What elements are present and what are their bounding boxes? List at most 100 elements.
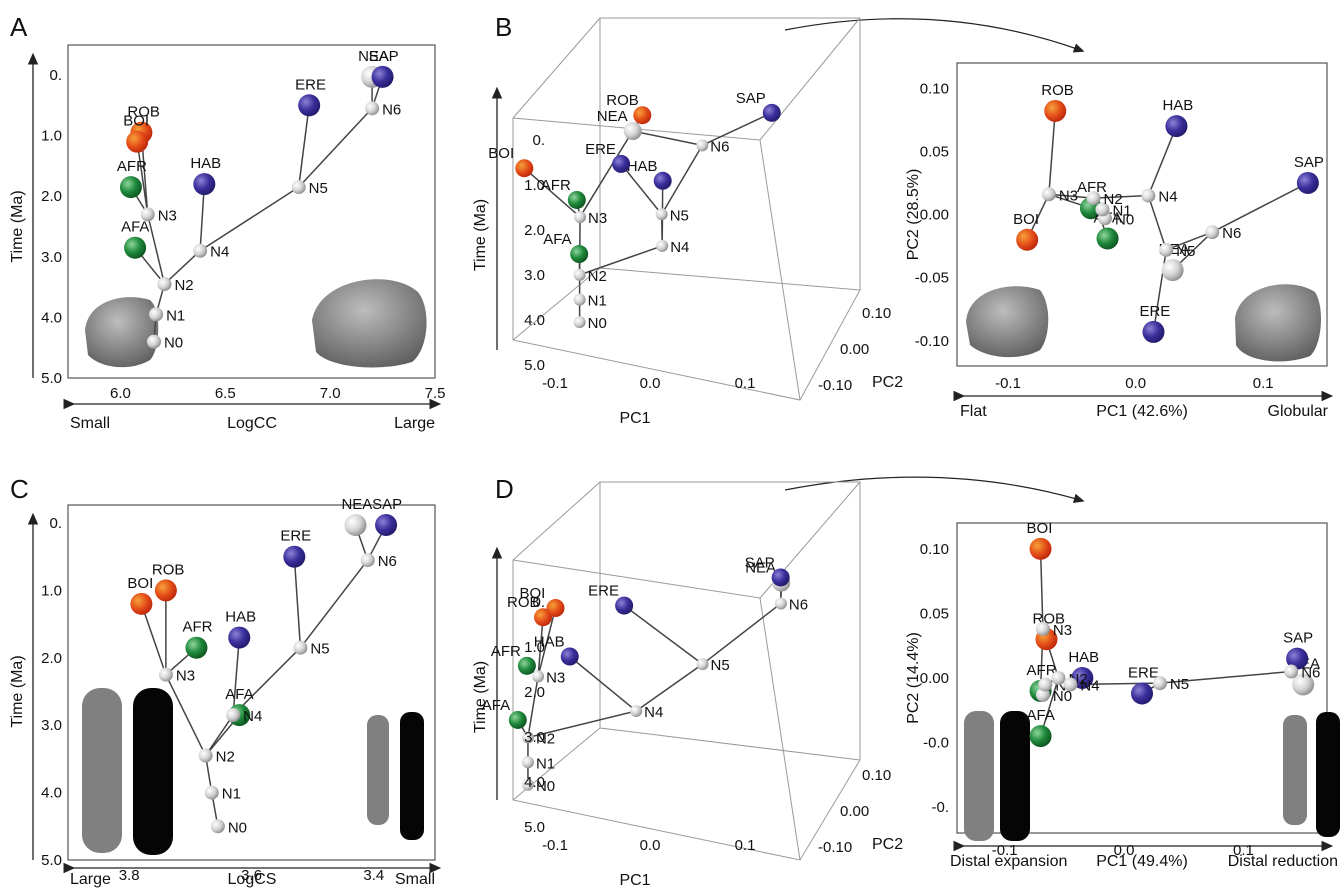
panel-c-xtick: 3.4 <box>363 867 384 884</box>
panel-c-point-N2 <box>198 748 213 763</box>
panel-c-label-N0: N0 <box>228 819 247 836</box>
panel-d3d-edge-N3-BOI <box>537 607 557 677</box>
panel-b3d-point-ROB <box>633 106 652 125</box>
panel-b3d-label-ERE: ERE <box>585 141 616 158</box>
panel-b-projection-arrow <box>784 18 1085 53</box>
panel-c-point-SAP <box>375 514 398 537</box>
panel-a-label-NEA: NEA <box>358 48 389 65</box>
panel-c-label-N2: N2 <box>216 749 235 766</box>
panel-a-label-AFR: AFR <box>117 158 147 175</box>
panel-b3d-label-HAB: HAB <box>627 158 658 175</box>
panel-c-label-ROB: ROB <box>152 561 185 578</box>
panel-b-point-N2 <box>1086 191 1101 206</box>
panel-c-label-N4: N4 <box>243 708 262 725</box>
panel-a-label-N4: N4 <box>210 244 229 261</box>
panel-a-point-N2 <box>157 277 172 292</box>
panel-b3d-point-N1 <box>573 293 586 306</box>
panel-d3d-label-HAB: HAB <box>534 634 565 651</box>
panel-d-label-N3: N3 <box>1053 622 1072 639</box>
panel-b-x-right-label: Globular <box>1268 403 1329 420</box>
panel-a-ytick: 5.0 <box>41 370 62 387</box>
panel-b3d-label-N1: N1 <box>588 293 607 310</box>
panel-c-point-N6 <box>360 553 375 568</box>
panel-d3d-ytick: 1.0 <box>524 639 545 656</box>
panel-c-point-N3 <box>158 667 173 682</box>
panel-b-label-BOI: BOI <box>1013 211 1039 228</box>
panel-a-edge-N5-N6 <box>298 107 373 188</box>
panel-b-point-N1 <box>1095 202 1110 217</box>
molar-reduction-black-icon-d <box>1316 712 1340 837</box>
panel-b3d-point-N0 <box>573 316 586 329</box>
panel-d-point-N3 <box>1035 621 1050 636</box>
panel-b3d-point-AFA <box>570 245 589 264</box>
panel-d-label-N6: N6 <box>1301 665 1320 682</box>
panel-b-edge-N5-N6 <box>1165 231 1213 251</box>
panel-d-xtick: 0.0 <box>1114 842 1135 859</box>
panel-d3d-point-ERE <box>615 596 634 615</box>
panel-c-point-N0 <box>210 819 225 834</box>
panel-d3d-label-NEA: NEA <box>745 560 776 577</box>
panel-a-label-N0: N0 <box>164 335 183 352</box>
panel-c-ytick: 5.0 <box>41 852 62 869</box>
panel-c-edge-N3-BOI <box>140 603 167 675</box>
panel-c-point-HAB <box>228 626 251 649</box>
panel-c-point-BOI <box>130 592 153 615</box>
panel-d3d-ztick: -0.10 <box>818 839 852 856</box>
panel-c-point-N4 <box>226 708 241 723</box>
panel-d-ytick: -0. <box>931 799 949 816</box>
brain-flat-icon-b <box>966 286 1049 358</box>
panel-d3d-ytick: 5.0 <box>524 819 545 836</box>
panel-b-3d-box <box>512 17 861 401</box>
panel-d3d-point-HAB <box>560 647 579 666</box>
panel-d-3d-box <box>512 481 861 861</box>
panel-b-xtick: -0.1 <box>995 375 1021 392</box>
panel-b3d-edge-N5-ERE <box>620 163 663 215</box>
panel-c-label-BOI: BOI <box>127 575 153 592</box>
panel-b-label-N2: N2 <box>1104 191 1123 208</box>
panel-c-label-AFR: AFR <box>182 619 212 636</box>
panel-b3d-ztick: 0.10 <box>862 305 891 322</box>
panel-b3d-point-N2 <box>573 268 586 281</box>
panel-d-label-N5: N5 <box>1170 676 1189 693</box>
panel-d-label-BOI: BOI <box>1027 520 1053 537</box>
panel-b-xtick: 0.0 <box>1125 375 1146 392</box>
panel-a-point-N4 <box>193 243 208 258</box>
panel-a-label-N3: N3 <box>158 207 177 224</box>
panel-d-point-BOI <box>1029 537 1052 560</box>
panel-b3d-ytick: 0. <box>532 132 545 149</box>
panel-b3d-point-N3 <box>574 210 587 223</box>
panel-d-point-NEA <box>1292 673 1315 696</box>
panel-b-edge-N4-HAB <box>1147 125 1178 196</box>
panel-c-label-N3: N3 <box>176 668 195 685</box>
panel-a-xtick: 7.5 <box>425 385 446 402</box>
panel-d-label-SAP: SAP <box>1283 630 1313 647</box>
panel-d-label-N0: N0 <box>1053 688 1072 705</box>
molar-expansion-gray-icon-d <box>964 711 994 841</box>
panel-d3d-point-SAP <box>771 568 790 587</box>
panel-b3d-point-N6 <box>696 139 709 152</box>
panel-b-ytick: -0.10 <box>915 333 949 350</box>
panel-a-label-N5: N5 <box>309 180 328 197</box>
panel-d3d-label-N0: N0 <box>536 778 555 795</box>
panel-d3d-zlabel: PC2 <box>872 836 903 853</box>
molar-expansion-black-icon-d <box>1000 711 1030 841</box>
panel-b3d-label-N2: N2 <box>588 268 607 285</box>
panel-b-label-N5: N5 <box>1176 243 1195 260</box>
panel-b-point-N4 <box>1141 188 1156 203</box>
panel-c-plot-frame <box>67 504 436 861</box>
panel-a-ytick: 1.0 <box>41 128 62 145</box>
panel-d3d-ztick: 0.00 <box>840 803 869 820</box>
panel-b-plot-frame <box>956 62 1328 367</box>
panel-b-edge-N2-N4 <box>1093 194 1149 199</box>
panel-a-xtick: 7.0 <box>320 385 341 402</box>
panel-c-label-NEA: NEA <box>341 496 372 513</box>
panel-a-xlabel: LogCC <box>227 415 277 432</box>
panel-a-label-AFA: AFA <box>121 219 149 236</box>
panel-d-point-N6 <box>1284 664 1299 679</box>
panel-a-label-BOI: BOI <box>123 113 149 130</box>
panel-d3d-ytick: 2.0 <box>524 684 545 701</box>
panel-d-xlabel: PC1 (49.4%) <box>1096 853 1188 870</box>
panel-b-point-HAB <box>1165 115 1188 138</box>
panel-b3d-point-N4 <box>656 239 669 252</box>
panel-d3d-point-N6 <box>774 597 787 610</box>
